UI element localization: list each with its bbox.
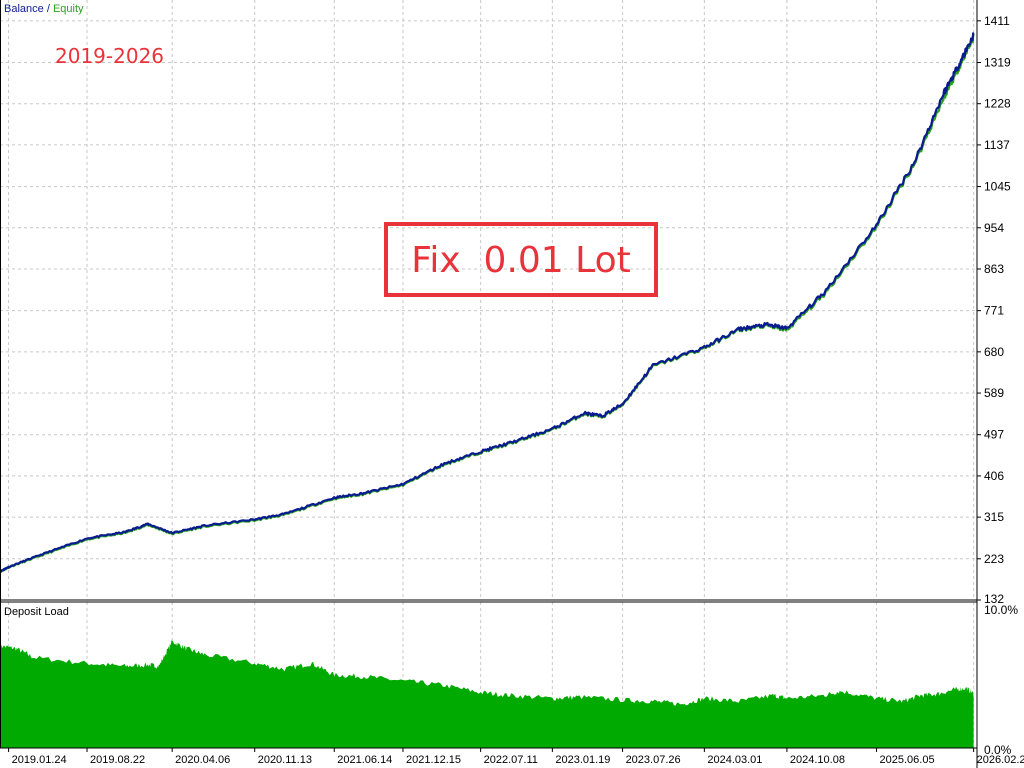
time-tick-label: 2023.01.19 bbox=[555, 754, 610, 766]
price-tick-label: 771 bbox=[984, 304, 1004, 318]
price-tick-label: 497 bbox=[984, 428, 1004, 442]
price-tick-label: 863 bbox=[984, 262, 1004, 276]
deposit-load-series bbox=[0, 640, 974, 748]
lot-annotation-box bbox=[384, 222, 658, 297]
time-tick-label: 2026.02.2 bbox=[977, 754, 1024, 766]
price-tick-label: 315 bbox=[984, 510, 1004, 524]
price-tick-label: 1411 bbox=[984, 14, 1010, 28]
deposit-load-min-label: 0.0% bbox=[984, 743, 1012, 757]
price-tick-label: 954 bbox=[984, 221, 1004, 235]
price-tick-label: 1228 bbox=[984, 97, 1011, 111]
price-tick-label: 406 bbox=[984, 469, 1004, 483]
deposit-load-area bbox=[0, 640, 974, 748]
time-tick-label: 2023.07.26 bbox=[626, 754, 681, 766]
price-tick-label: 1045 bbox=[984, 180, 1011, 194]
time-tick-label: 2020.04.06 bbox=[175, 754, 230, 766]
balance-equity-lines bbox=[0, 32, 975, 573]
price-tick-label: 680 bbox=[984, 345, 1004, 359]
legend: Balance / Equity bbox=[4, 3, 84, 15]
period-annotation: 2019-2026 bbox=[55, 44, 164, 68]
time-tick-label: 2025.06.05 bbox=[880, 754, 935, 766]
price-tick-label: 1319 bbox=[984, 55, 1011, 69]
chart-frame bbox=[0, 0, 978, 768]
time-tick-label: 2024.10.08 bbox=[790, 754, 845, 766]
balance-line bbox=[0, 32, 975, 573]
price-tick-label: 1137 bbox=[984, 138, 1010, 152]
time-tick-label: 2020.11.13 bbox=[258, 754, 312, 766]
time-tick-label: 2019.08.22 bbox=[90, 754, 145, 766]
lot-annotation: Fix 0.01 Lot bbox=[411, 240, 630, 281]
time-tick-label: 2024.03.01 bbox=[707, 754, 762, 766]
legend-separator: / bbox=[44, 3, 53, 15]
main-grid bbox=[0, 0, 977, 601]
time-tick-label: 2021.06.14 bbox=[337, 754, 392, 766]
price-tick-label: 132 bbox=[984, 592, 1004, 606]
price-tick-label: 223 bbox=[984, 552, 1004, 566]
time-tick-label: 2022.07.11 bbox=[484, 754, 538, 766]
legend-balance: Balance bbox=[4, 3, 44, 15]
price-axis: 1411 1319 1228 1137 1045 954 863 771 680 589 497 40… bbox=[977, 14, 1011, 606]
time-tick-label: 2021.12.15 bbox=[406, 754, 461, 766]
price-tick-label: 589 bbox=[984, 386, 1004, 400]
legend-equity: Equity bbox=[53, 3, 84, 15]
deposit-load-max-label: 10.0% bbox=[984, 603, 1018, 617]
time-tick-label: 2019.01.24 bbox=[12, 754, 67, 766]
deposit-load-title: Deposit Load bbox=[4, 606, 69, 618]
time-axis: 2019.01.24 2019.08.22 2020.04.06 2020.11.13… bbox=[8, 748, 1024, 766]
